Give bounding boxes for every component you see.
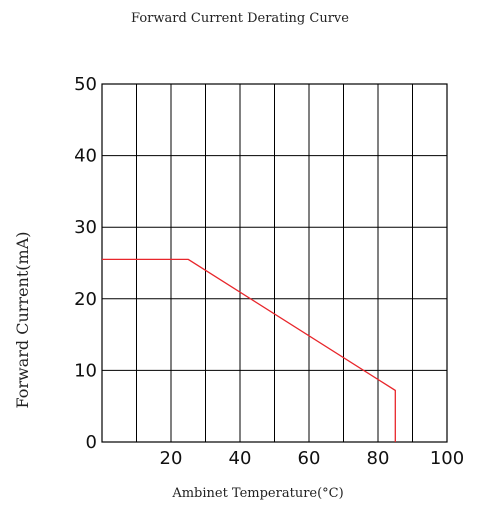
y-tick-labels: 0 10 20 30 40 50: [74, 74, 97, 453]
series-group: [101, 258, 396, 443]
y-tick-label: 10: [74, 360, 97, 381]
x-tick-label: 20: [160, 448, 183, 469]
x-tick-label: 60: [298, 448, 321, 469]
y-tick-label: 40: [74, 146, 97, 167]
series-line: [102, 258, 396, 442]
x-tick-label: 40: [229, 448, 252, 469]
x-axis-label: Ambinet Temperature(°C): [171, 486, 343, 501]
y-tick-label: 50: [74, 74, 97, 95]
chart-title: Forward Current Derating Curve: [131, 11, 349, 26]
x-tick-label: 100: [430, 448, 464, 469]
x-tick-label: 80: [367, 448, 390, 469]
y-axis-label: Forward Current(mA): [13, 232, 32, 409]
y-tick-label: 30: [74, 217, 97, 238]
x-tick-labels: 20 40 60 80 100: [160, 448, 465, 469]
y-tick-label: 0: [86, 432, 97, 453]
grid: [101, 83, 448, 443]
y-tick-label: 20: [74, 289, 97, 310]
plot-frame: [101, 83, 448, 443]
